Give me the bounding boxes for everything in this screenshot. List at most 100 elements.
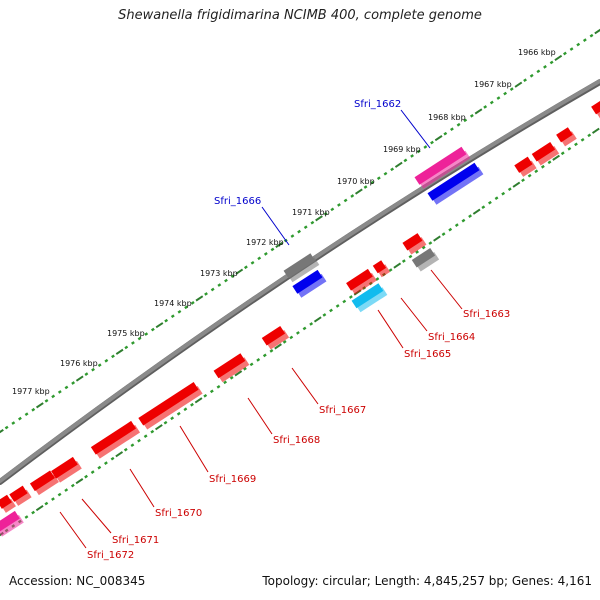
outer-ring-major-tick [594,28,600,35]
label-sfri-1666-leader [261,206,290,246]
outer-ring-minor-tick [543,65,547,69]
inner-ring-minor-tick [289,335,294,340]
inner-ring-minor-tick [97,465,102,470]
gene-unlabeled [402,233,423,251]
inner-ring-minor-tick [454,223,459,227]
label-sfri-1669: Sfri_1669 [209,474,256,485]
tick-rings [0,28,600,537]
outer-ring-minor-tick [330,207,335,212]
outer-ring-minor-tick [589,33,594,38]
inner-ring-minor-tick [342,299,347,304]
outer-ring-minor-tick [463,118,468,123]
label-sfri-1663-leader [430,269,463,310]
outer-ring-minor-tick [536,69,541,74]
kbp-label: 1975 kbp [107,329,145,338]
outer-ring-minor-tick [403,158,408,163]
outer-ring-minor-tick [343,198,348,203]
inner-ring-minor-tick [534,169,539,174]
inner-ring-minor-tick [527,173,532,178]
inner-ring-minor-tick [494,196,499,201]
gene-shadow [217,357,250,383]
outer-ring-major-tick [115,348,124,355]
gene-shadow [13,489,32,506]
inner-ring-major-tick [393,262,402,269]
inner-ring-major-tick [433,235,441,242]
label-sfri-1668-leader [247,397,273,435]
outer-ring-minor-tick [376,176,381,181]
outer-ring-minor-tick [224,278,228,283]
inner-ring-minor-tick [461,218,466,223]
label-sfri-1670-leader [129,468,155,508]
outer-ring-major-tick [554,54,563,62]
gene-sfri-1665 [351,283,384,309]
outer-ring-minor-tick [170,314,175,319]
inner-ring-minor-tick [401,259,406,263]
gene-shadow [418,150,471,189]
gene-shadow [560,131,577,147]
outer-ring-minor-tick [456,122,461,127]
outer-ring-minor-tick [51,394,56,399]
outer-ring-minor-tick [303,225,308,229]
inner-ring-minor-tick [44,501,49,506]
gene-unlabeled [372,260,387,274]
inner-ring-minor-tick [256,358,261,362]
label-sfri-1671-leader [81,498,112,534]
kbp-label: 1974 kbp [154,299,192,308]
outer-ring-minor-tick [450,127,454,132]
outer-ring-major-tick [75,375,84,382]
gene-shadow [33,474,59,496]
label-sfri-1668: Sfri_1668 [273,435,320,446]
outer-ring-minor-tick [137,336,142,341]
gene-unlabeled [9,485,28,502]
outer-ring-minor-tick [144,332,149,336]
outer-ring-minor-tick [184,305,189,310]
inner-ring-minor-tick [488,200,492,205]
outer-ring-minor-tick [124,345,129,350]
label-sfri-1669-leader [179,425,209,473]
outer-ring-minor-tick [111,354,115,359]
inner-ring-minor-tick [580,137,585,142]
inner-ring-minor-tick [163,420,168,425]
outer-ring-major-tick [0,428,4,434]
label-sfri-1663: Sfri_1663 [463,309,510,320]
outer-ring-minor-tick [177,309,182,314]
outer-ring-major-tick [35,402,44,409]
gene-shadow [296,273,327,298]
label-sfri-1672-leader [59,511,87,549]
inner-ring-minor-tick [567,146,572,151]
inner-ring-major-tick [35,504,44,512]
inner-ring-minor-tick [84,474,88,479]
inner-ring-minor-tick [448,227,453,232]
map-title: Shewanella frigidimarina NCIMB 400, comp… [118,8,482,23]
gene-shadow [355,287,388,313]
outer-ring-minor-tick [483,105,488,109]
gene-shadow [55,460,82,483]
outer-ring-minor-tick [383,171,388,176]
inner-ring-major-tick [313,316,322,323]
inner-ring-minor-tick [137,438,141,443]
outer-ring-minor-tick [582,38,587,42]
outer-ring-major-tick [434,135,443,142]
inner-ring-minor-tick [229,375,234,380]
outer-ring-minor-tick [529,73,534,78]
inner-ring-minor-tick [501,191,506,196]
inner-ring-minor-tick [70,483,75,488]
outer-ring-minor-tick [270,247,275,252]
outer-ring-minor-tick [24,412,29,417]
kbp-label: 1977 kbp [12,387,50,396]
inner-ring-minor-tick [441,232,446,236]
kbp-label: 1966 kbp [518,48,556,57]
kbp-label: 1967 kbp [474,80,512,89]
inner-ring-minor-tick [51,497,55,501]
outer-ring-minor-tick [509,87,514,91]
gene-sfri-1668 [213,353,246,379]
outer-ring-minor-tick [416,149,421,154]
inner-ring-minor-tick [64,488,69,492]
inner-ring-minor-tick [468,214,472,218]
gene-shadow [376,264,391,278]
gene-sfri-1671 [51,456,78,479]
gene-shadow [535,146,560,166]
inner-ring-minor-tick [415,250,420,254]
